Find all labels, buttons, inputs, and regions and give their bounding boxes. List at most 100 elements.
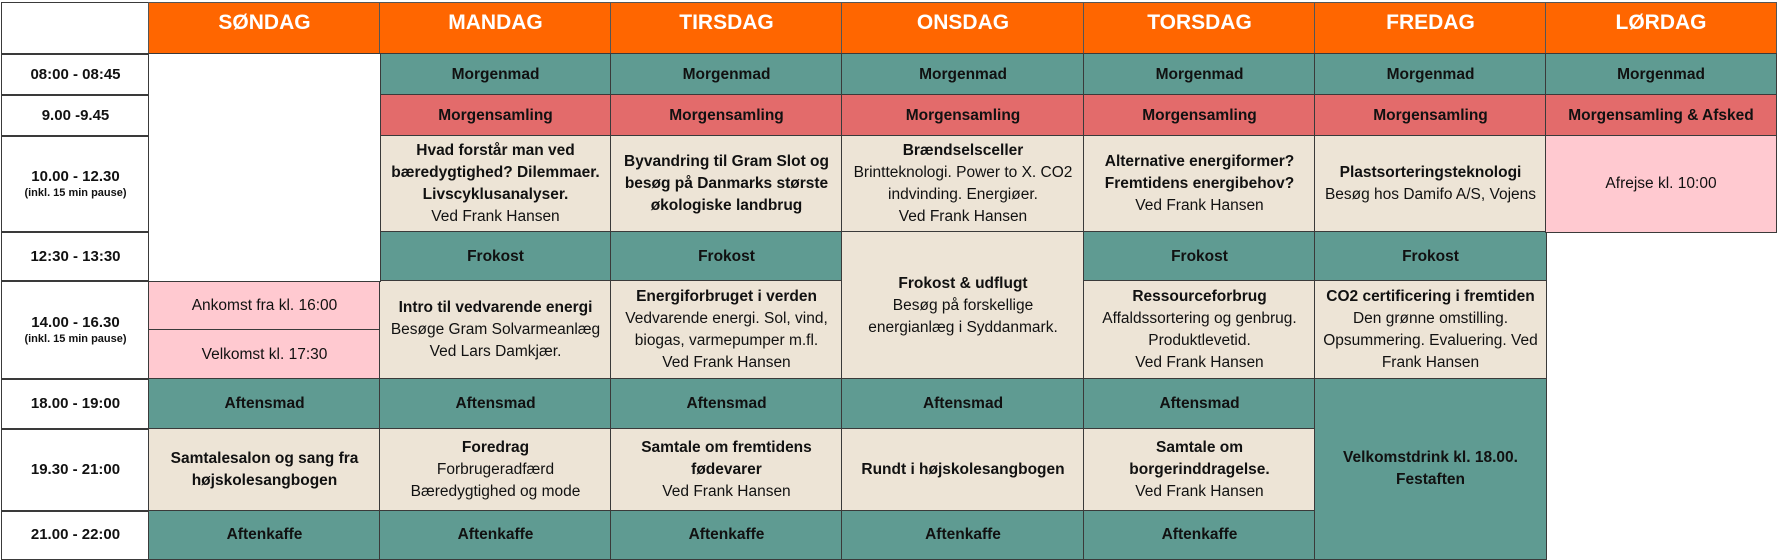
day-header: LØRDAG [1545,2,1777,55]
time-label: 19.30 - 21:00 [30,461,121,478]
cell-title: Aftensmad [686,395,767,412]
cell-title: Morgensamling [1373,106,1488,124]
schedule-cell: Aftenkaffe [148,510,381,560]
schedule-cell: Velkomst kl. 17:30 [148,329,381,380]
schedule-cell: Energiforbruget i verden Vedvarende energ… [610,280,843,380]
schedule-cell: Rundt i højskolesangbogen [841,428,1085,512]
day-header: TIRSDAG [610,2,843,55]
cell-title: Foredrag [461,439,530,456]
schedule-cell: Ankomst fra kl. 16:00 [148,280,381,331]
cell-text: Ved Frank Hansen [1135,483,1264,500]
cell-title: Morgenmad [451,65,540,83]
cell-title: Hvad forstår man ved bæredygtighed? Dile… [391,142,600,203]
day-header: ONSDAG [841,2,1085,55]
schedule-cell: Frokost & udflugt Besøg på forskellige en… [841,231,1085,380]
time-note: (inkl. 15 min pause) [24,333,127,345]
time-label: 21.00 - 22:00 [30,526,121,543]
cell-title: CO2 certificering i fremtiden [1326,288,1535,305]
time-cell: 21.00 - 22:00 [1,510,150,560]
cell-title: Velkomstdrink kl. 18.00. Festaften [1343,449,1518,488]
schedule-cell: Aftenkaffe [379,510,612,560]
cell-text: Brintteknologi. Power to X. CO2 indvindi… [853,164,1073,203]
cell-text: Affaldssortering og genbrug. Produktleve… [1102,310,1297,349]
schedule-cell: Frokost [610,231,843,282]
cell-title: Morgenmad [1617,65,1705,83]
cell-text: Besøge Gram Solvarmeanlæg [390,321,601,338]
schedule-cell: Intro til vedvarende energi Besøge Gram S… [379,280,612,380]
cell-text: Ved Lars Damkjær. [429,343,562,360]
schedule-cell: Morgenmad [1314,53,1547,96]
schedule-cell: Frokost [1083,231,1316,282]
cell-text: Vedvarende energi. Sol, vind, biogas, va… [625,310,828,349]
schedule-cell: Ressourceforbrug Affaldssortering og genb… [1083,280,1316,380]
cell-title: Frokost & udflugt [898,274,1028,292]
cell-title: Aftenkaffe [1161,526,1238,543]
time-label: 12:30 - 13:30 [30,247,121,265]
cell-title: Frokost [1171,247,1228,265]
time-cell: 08:00 - 08:45 [1,53,150,96]
schedule-cell: Morgensamling & Afsked [1545,94,1777,137]
cell-title: Aftensmad [455,395,536,412]
cell-title: Plastsorteringsteknologi [1339,164,1522,181]
cell-text: Ved Frank Hansen [431,208,560,225]
cell-title: Ressourceforbrug [1132,288,1267,305]
schedule-cell: Aftensmad [379,378,612,430]
cell-title: Aftenkaffe [925,526,1001,543]
schedule-cell: Plastsorteringsteknologi Besøg hos Damifo… [1314,135,1547,233]
cell-title: Samtale om borgerinddragelse. [1129,439,1270,478]
time-label: 14.00 - 16.30 [31,314,120,331]
schedule-cell: Morgenmad [379,53,612,96]
cell-title: Aftenkaffe [226,526,303,543]
day-header: MANDAG [379,2,612,55]
cell-title: Aftenkaffe [457,526,534,543]
cell-title: Alternative energiformer? Fremtidens ene… [1104,153,1295,192]
day-header: FREDAG [1314,2,1547,55]
schedule-cell: CO2 certificering i fremtiden Den grønne … [1314,280,1547,380]
schedule-cell: Alternative energiformer? Fremtidens ene… [1083,135,1316,233]
time-cell: 19.30 - 21:00 [1,428,150,512]
schedule-cell: Morgensamling [1083,94,1316,137]
schedule-cell: Aftensmad [610,378,843,430]
cell-title: Morgenmad [919,65,1007,83]
cell-title: Morgensamling [669,106,784,124]
schedule-cell: Morgensamling [841,94,1085,137]
cell-text: Bæredygtighed og mode [410,483,581,500]
schedule-cell: Foredrag Forbrugeradfærd Bæredygtighed og … [379,428,612,512]
cell-title: Aftensmad [1159,395,1240,412]
schedule-cell: Aftensmad [1083,378,1316,430]
schedule-cell: Frokost [379,231,612,282]
schedule-cell: Morgenmad [841,53,1085,96]
cell-title: Frokost [698,247,755,265]
schedule-cell: Byvandring til Gram Slot og besøg på Dan… [610,135,843,233]
time-cell: 12:30 - 13:30 [1,231,150,282]
cell-title: Morgensamling [905,106,1021,124]
cell-text: Velkomst kl. 17:30 [201,345,328,363]
schedule-cell: Samtale om fremtidens fødevarer Ved Frank… [610,428,843,512]
cell-title: Intro til vedvarende energi [398,299,593,316]
cell-title: Morgenmad [1155,65,1244,83]
schedule-cell: Aftensmad [148,378,381,430]
cell-title: Aftensmad [922,395,1004,412]
cell-title: Brændselsceller [902,142,1024,159]
schedule-cell: Morgenmad [610,53,843,96]
time-cell: 18.00 - 19:00 [1,378,150,430]
cell-title: Morgensamling [1142,106,1257,124]
schedule-cell: Samtalesalon og sang fra højskolesangbog… [148,428,381,512]
schedule-cell: Aftensmad [841,378,1085,430]
schedule-cell: Velkomstdrink kl. 18.00. Festaften [1314,378,1547,560]
schedule-cell: Morgensamling [1314,94,1547,137]
cell-text: Besøg hos Damifo A/S, Vojens [1324,186,1537,203]
cell-title: Energiforbruget i verden [636,288,817,305]
corner-cell [1,2,150,55]
schedule-cell: Morgenmad [1545,53,1777,96]
cell-title: Samtale om fremtidens fødevarer [641,439,812,478]
schedule-cell: Samtale om borgerinddragelse. Ved Frank H… [1083,428,1316,512]
cell-title: Frokost [467,247,524,265]
time-label: 9.00 -9.45 [41,106,110,124]
cell-title: Morgenmad [682,65,771,83]
cell-text: Forbrugeradfærd [436,461,555,478]
schedule-cell: Morgensamling [610,94,843,137]
cell-text: Besøg på forskellige energianlæg i Sydda… [868,296,1058,336]
